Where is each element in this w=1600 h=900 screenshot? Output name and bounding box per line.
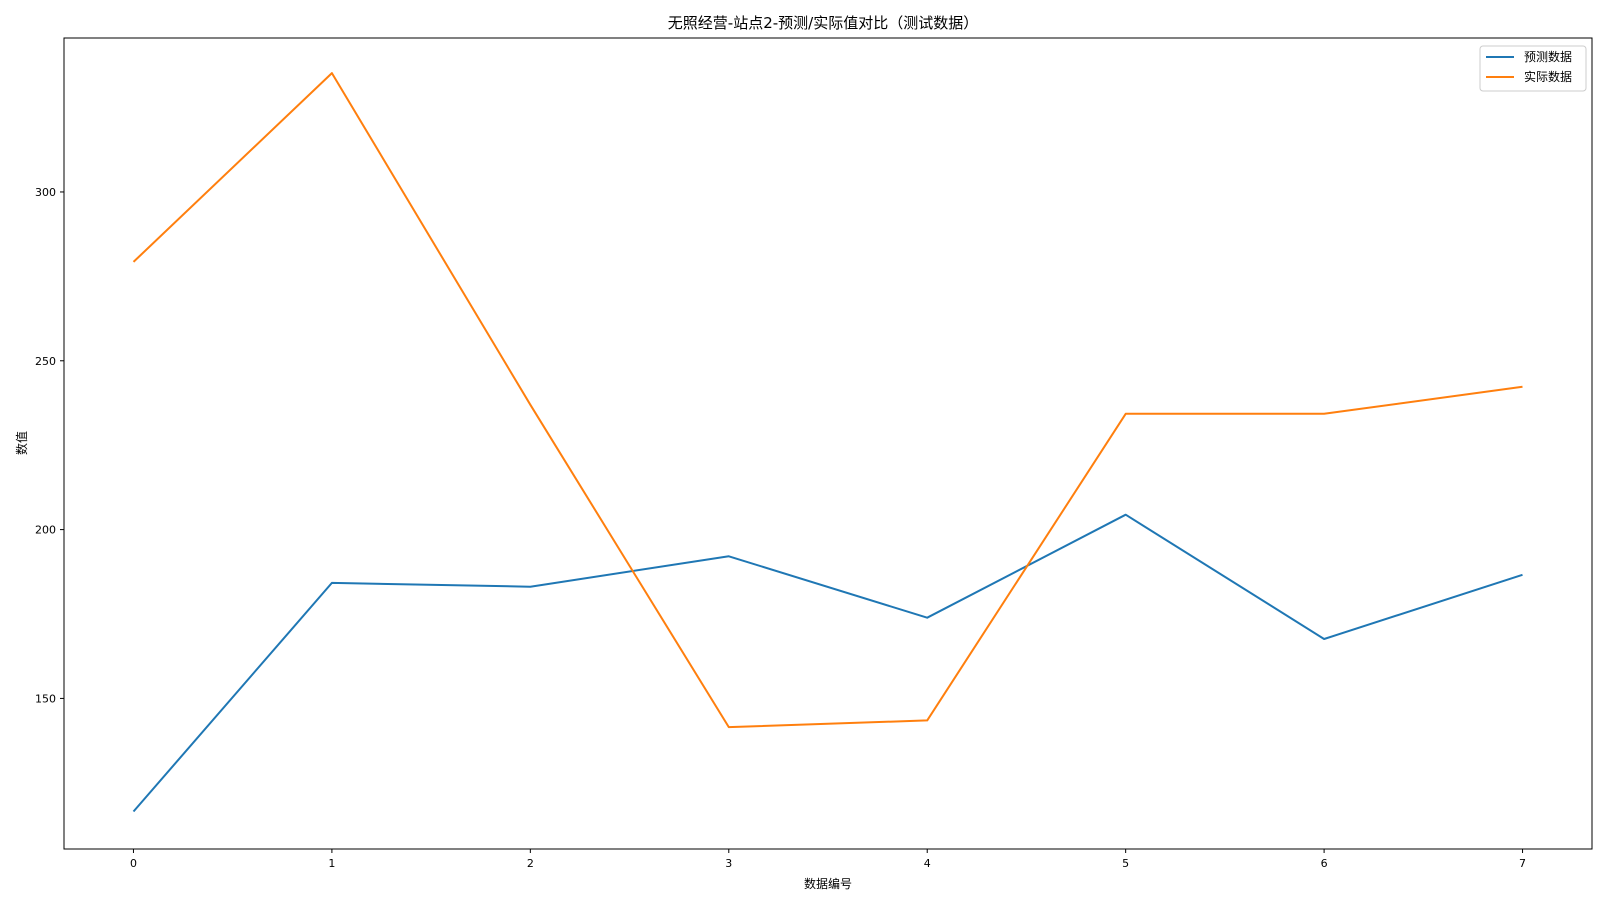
x-tick-label: 2 — [527, 857, 534, 870]
x-axis-label: 数据编号 — [804, 876, 852, 891]
y-tick-label: 300 — [35, 186, 56, 199]
chart-title: 无照经营-站点2-预测/实际值对比（测试数据） — [668, 14, 978, 32]
x-tick-label: 7 — [1519, 857, 1526, 870]
series-layer — [132, 72, 1523, 813]
x-tick-label: 1 — [328, 857, 335, 870]
series-line-predicted — [132, 513, 1523, 813]
plot-area — [63, 37, 1593, 850]
legend-label-predicted: 预测数据 — [1524, 49, 1572, 64]
y-tick-label: 250 — [35, 355, 56, 368]
legend-label-actual: 实际数据 — [1524, 69, 1572, 84]
legend: 预测数据 实际数据 — [1479, 45, 1587, 92]
x-tick-label: 3 — [725, 857, 732, 870]
y-tick-label: 150 — [35, 692, 56, 705]
y-axis: 150 200 250 300 — [35, 186, 64, 705]
x-tick-label: 4 — [924, 857, 931, 870]
x-tick-label: 5 — [1122, 857, 1129, 870]
x-tick-label: 0 — [130, 857, 137, 870]
y-axis-label: 数值 — [14, 431, 29, 455]
x-axis: 0 1 2 3 4 5 6 7 — [130, 849, 1526, 870]
series-line-actual — [132, 72, 1523, 729]
x-tick-label: 6 — [1321, 857, 1328, 870]
y-tick-label: 200 — [35, 524, 56, 537]
